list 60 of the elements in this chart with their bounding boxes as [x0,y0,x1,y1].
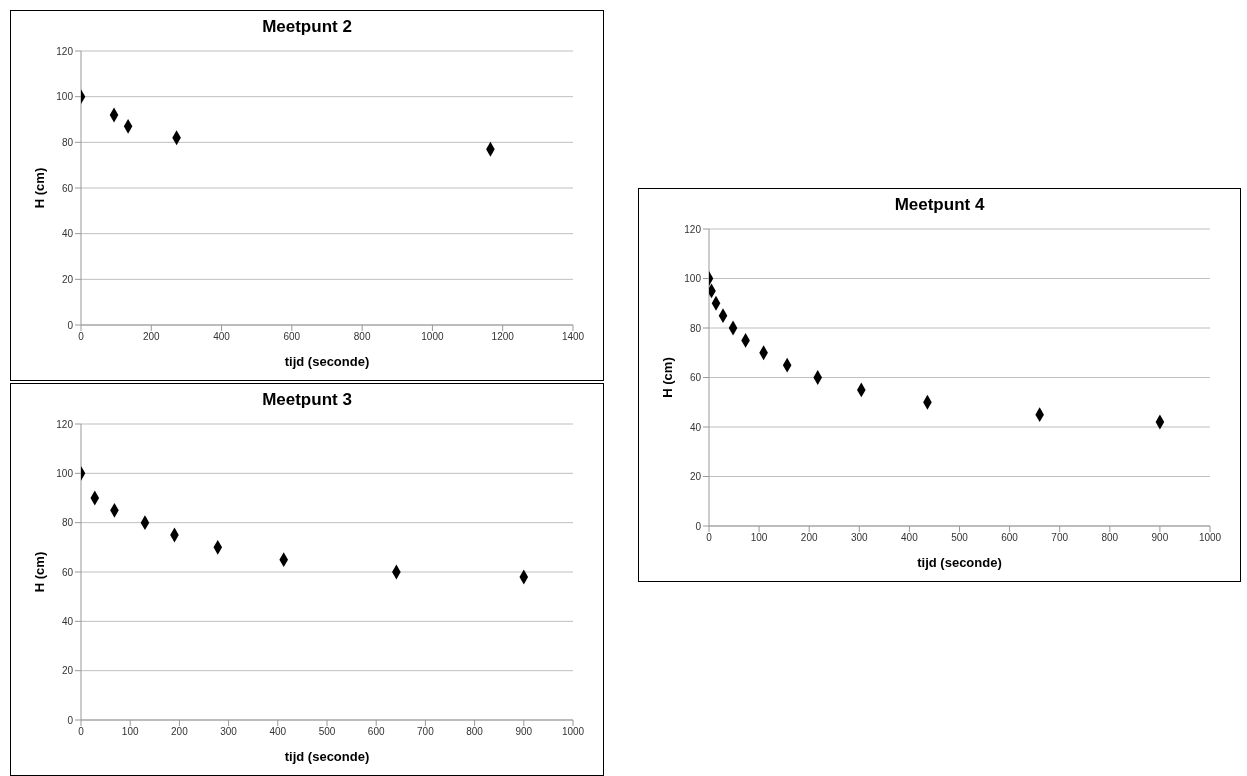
chart-title: Meetpunt 2 [261,17,353,37]
y-tick-label: 80 [61,517,74,529]
y-axis-title: H (cm) [31,551,47,593]
x-tick-label: 300 [220,726,238,738]
x-tick-label: 0 [706,532,713,544]
y-tick-label: 20 [61,665,74,677]
x-tick-label: 500 [951,532,969,544]
x-axis-title: tijd (seconde) [284,749,370,764]
x-tick-label: 500 [318,726,336,738]
x-tick-label: 100 [750,532,768,544]
x-tick-label: 1200 [491,331,515,343]
y-tick-label: 60 [61,566,74,578]
x-tick-label: 200 [800,532,818,544]
chart-title: Meetpunt 4 [893,195,986,215]
x-tick-label: 400 [213,331,231,343]
x-tick-label: 600 [367,726,385,738]
x-tick-label: 800 [466,726,484,738]
x-tick-label: 1000 [1198,532,1222,544]
y-tick-label: 60 [61,182,74,194]
x-axis-title: tijd (seconde) [284,354,370,369]
y-tick-label: 100 [56,467,74,479]
x-tick-label: 800 [353,331,371,343]
x-tick-label: 700 [1051,532,1069,544]
y-tick-label: 120 [56,45,74,57]
x-axis-title: tijd (seconde) [917,555,1002,570]
x-tick-label: 600 [1001,532,1019,544]
x-tick-label: 900 [515,726,533,738]
y-tick-label: 40 [689,421,702,433]
x-tick-label: 900 [1151,532,1169,544]
y-axis-title: H (cm) [659,357,675,398]
y-axis-title: H (cm) [31,167,47,209]
y-tick-label: 80 [689,322,702,334]
x-tick-label: 0 [78,726,85,738]
x-tick-label: 100 [121,726,139,738]
y-tick-label: 40 [61,228,74,240]
y-tick-label: 40 [61,615,74,627]
x-tick-label: 600 [283,331,301,343]
x-tick-label: 700 [417,726,435,738]
x-tick-label: 200 [171,726,189,738]
y-tick-label: 120 [684,223,702,235]
x-tick-label: 400 [901,532,919,544]
x-tick-label: 0 [78,331,85,343]
y-tick-label: 80 [61,136,74,148]
y-tick-label: 0 [67,714,74,726]
y-tick-label: 20 [689,471,702,483]
x-tick-label: 800 [1101,532,1119,544]
x-tick-label: 1400 [561,331,585,343]
x-tick-label: 400 [269,726,287,738]
x-tick-label: 200 [142,331,161,343]
y-tick-label: 100 [56,91,74,103]
y-tick-label: 100 [684,273,702,285]
x-tick-label: 1000 [561,726,585,738]
y-tick-label: 60 [689,372,702,384]
x-tick-label: 1000 [421,331,444,343]
y-tick-label: 0 [695,520,702,532]
y-tick-label: 120 [56,418,74,430]
chart-title: Meetpunt 3 [261,390,353,410]
x-tick-label: 300 [850,532,869,544]
y-tick-label: 20 [61,273,74,285]
y-tick-label: 0 [67,319,74,331]
